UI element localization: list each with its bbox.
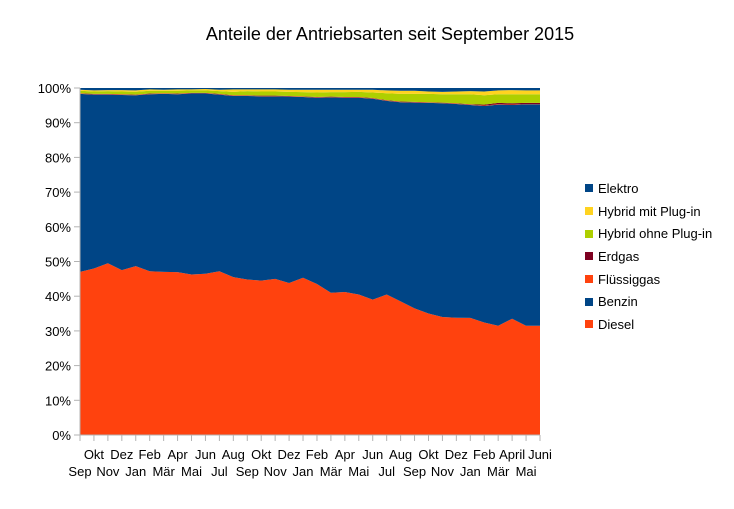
legend-label: Flüssiggas bbox=[598, 271, 661, 287]
y-tick-label: 10% bbox=[45, 393, 71, 408]
legend-item: Benzin bbox=[585, 290, 712, 313]
legend-swatch bbox=[585, 320, 593, 329]
x-tick-label: Mär bbox=[152, 464, 175, 479]
x-tick-label: Okt bbox=[418, 447, 439, 462]
x-tick-label: Okt bbox=[84, 447, 105, 462]
y-tick-label: 90% bbox=[45, 116, 71, 131]
area-fl-ssiggas bbox=[80, 93, 540, 106]
x-tick-label: Apr bbox=[335, 447, 356, 462]
y-tick-label: 100% bbox=[38, 81, 72, 96]
x-tick-label: Sep bbox=[68, 464, 91, 479]
y-tick-label: 30% bbox=[45, 324, 71, 339]
x-tick-label: Dez bbox=[278, 447, 301, 462]
x-tick-label: Juni bbox=[528, 447, 552, 462]
y-tick-label: 60% bbox=[45, 220, 71, 235]
legend-item: Diesel bbox=[585, 313, 712, 336]
legend-item: Flüssiggas bbox=[585, 268, 712, 291]
x-tick-label: Mai bbox=[348, 464, 369, 479]
x-tick-label: Sep bbox=[403, 464, 426, 479]
x-tick-label: Jan bbox=[293, 464, 314, 479]
x-tick-label: Nov bbox=[264, 464, 288, 479]
legend-item: Hybrid mit Plug-in bbox=[585, 200, 712, 223]
x-tick-label: April bbox=[499, 447, 525, 462]
legend: Elektro Hybrid mit Plug-in Hybrid ohne Plu… bbox=[585, 177, 712, 336]
y-tick-label: 80% bbox=[45, 150, 71, 165]
legend-label: Hybrid mit Plug-in bbox=[598, 203, 701, 219]
x-tick-label: Jul bbox=[378, 464, 395, 479]
y-tick-label: 0% bbox=[52, 428, 71, 443]
x-tick-label: Feb bbox=[138, 447, 160, 462]
legend-swatch bbox=[585, 297, 593, 306]
legend-swatch bbox=[585, 184, 593, 193]
x-tick-label: Mär bbox=[320, 464, 343, 479]
area-hybrid-mit-plug-in bbox=[80, 89, 540, 96]
legend-item: Hybrid ohne Plug-in bbox=[585, 222, 712, 245]
x-tick-label: Dez bbox=[445, 447, 468, 462]
x-tick-label: Feb bbox=[306, 447, 328, 462]
legend-swatch bbox=[585, 275, 593, 284]
x-tick-label: Aug bbox=[389, 447, 412, 462]
x-tick-label: Nov bbox=[96, 464, 120, 479]
y-axis-ticks: 0% 10% 20% 30% 40% 50% 60% 70% 80% 90% 100% bbox=[38, 81, 80, 443]
x-tick-label: Sep bbox=[236, 464, 259, 479]
x-tick-label: Jan bbox=[460, 464, 481, 479]
x-tick-label: Mai bbox=[516, 464, 537, 479]
x-tick-label: Dez bbox=[110, 447, 133, 462]
x-tick-label: Okt bbox=[251, 447, 272, 462]
x-axis-ticks: Sep Okt Nov Dez Jan Feb Mär Apr Mai Jun Jul Aug Sep O… bbox=[68, 435, 552, 479]
legend-swatch bbox=[585, 207, 593, 216]
legend-label: Elektro bbox=[598, 180, 639, 196]
x-tick-label: Apr bbox=[167, 447, 188, 462]
area-benzin bbox=[80, 93, 540, 326]
y-tick-label: 70% bbox=[45, 185, 71, 200]
area-erdgas bbox=[80, 92, 540, 106]
legend-label: Diesel bbox=[598, 316, 635, 332]
y-tick-label: 20% bbox=[45, 359, 71, 374]
x-tick-label: Nov bbox=[431, 464, 455, 479]
x-tick-label: Mär bbox=[487, 464, 510, 479]
y-tick-label: 50% bbox=[45, 255, 71, 270]
x-tick-label: Mai bbox=[181, 464, 202, 479]
legend-swatch bbox=[585, 252, 593, 261]
legend-item: Elektro bbox=[585, 177, 712, 200]
x-tick-label: Aug bbox=[222, 447, 245, 462]
y-tick-label: 40% bbox=[45, 289, 71, 304]
legend-label: Hybrid ohne Plug-in bbox=[598, 226, 713, 242]
x-tick-label: Jun bbox=[362, 447, 383, 462]
x-tick-label: Feb bbox=[473, 447, 495, 462]
x-tick-label: Jun bbox=[195, 447, 216, 462]
x-tick-label: Jul bbox=[211, 464, 228, 479]
legend-label: Benzin bbox=[598, 294, 638, 310]
x-tick-label: Jan bbox=[125, 464, 146, 479]
legend-label: Erdgas bbox=[598, 248, 640, 264]
legend-swatch bbox=[585, 229, 593, 238]
legend-item: Erdgas bbox=[585, 245, 712, 268]
area-diesel bbox=[80, 263, 540, 435]
chart-title: Anteile der Antriebsarten seit September… bbox=[205, 24, 575, 44]
area-elektro bbox=[80, 88, 540, 92]
area-hybrid-ohne-plug-in bbox=[80, 90, 540, 105]
stacked-areas bbox=[80, 88, 540, 435]
